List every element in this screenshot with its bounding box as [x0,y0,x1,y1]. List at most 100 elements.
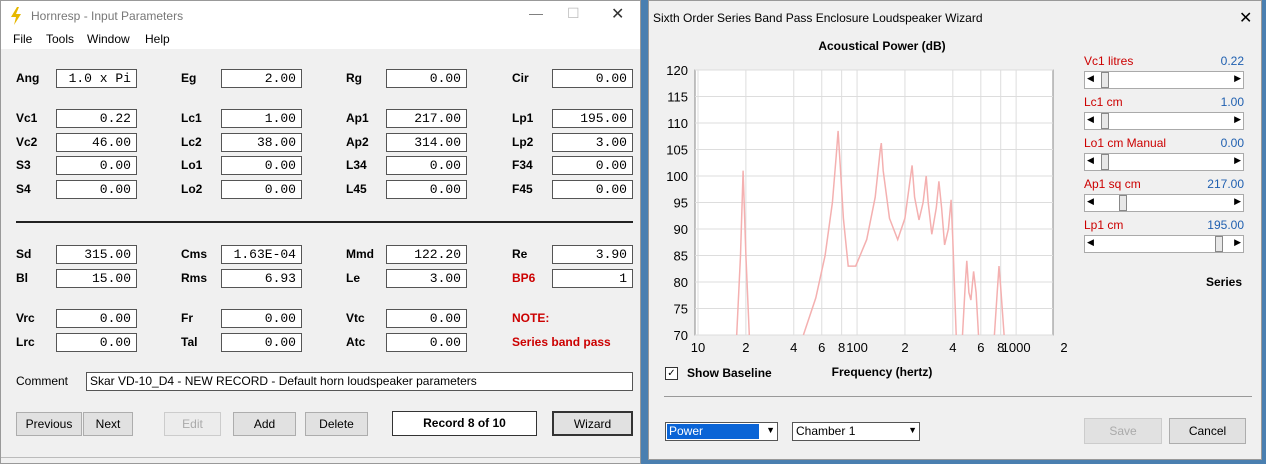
field-label: L45 [346,182,367,196]
field-input[interactable]: 217.00 [386,109,467,128]
field-input[interactable]: 0.00 [552,69,633,88]
window-title: Sixth Order Series Band Pass Enclosure L… [653,11,983,25]
field-input[interactable]: 0.00 [56,333,137,352]
field-input[interactable]: 0.00 [552,156,633,175]
field-label: Tal [181,335,198,349]
slider[interactable]: ◀ ▶ [1084,153,1244,171]
field-input[interactable]: 314.00 [386,133,467,152]
checkbox[interactable]: ✓ [665,367,678,380]
y-tick-label: 115 [667,90,688,105]
field-input[interactable]: 3.90 [552,245,633,264]
slider-thumb[interactable] [1119,195,1127,211]
field-input[interactable]: 46.00 [56,133,137,152]
field-input[interactable]: 0.00 [56,309,137,328]
field-input[interactable]: 0.22 [56,109,137,128]
field-label: F34 [512,158,533,172]
checkbox-label[interactable]: Show Baseline [687,366,772,380]
field-input[interactable]: 1 [552,269,633,288]
field-input[interactable]: 1.63E-04 [221,245,302,264]
slider-thumb[interactable] [1101,154,1109,170]
field-input[interactable]: 195.00 [552,109,633,128]
button[interactable]: Cancel [1169,418,1246,444]
field-input[interactable]: 315.00 [56,245,137,264]
field-input[interactable]: 0.00 [221,180,302,199]
dropdown-text: Chamber 1 [796,424,856,438]
y-tick-label: 70 [674,328,688,343]
slider-label: Lc1 cm [1084,95,1123,109]
field-label: Bl [16,271,28,285]
slider-arrow[interactable]: ▶ [1234,155,1241,165]
field-input[interactable]: 0.00 [221,156,302,175]
field-label: Eg [181,71,197,85]
slider-arrow[interactable]: ◀ [1087,73,1094,83]
slider-value: 1.00 [1220,95,1244,109]
comment-input[interactable]: Skar VD-10_D4 - NEW RECORD - Default hor… [86,372,633,391]
slider-arrow[interactable]: ◀ [1087,114,1094,124]
field-input[interactable]: 2.00 [221,69,302,88]
field-input[interactable]: 0.00 [386,309,467,328]
slider-thumb[interactable] [1101,113,1109,129]
field-label: Le [346,271,361,285]
menu-item[interactable]: Tools [46,32,75,46]
slider[interactable]: ◀ ▶ [1084,194,1244,212]
slider-value: 217.00 [1207,177,1244,191]
divider [16,221,633,223]
field-input[interactable]: 0.00 [221,333,302,352]
menu-item[interactable]: File [13,32,33,46]
button[interactable]: Delete [305,412,368,436]
x-tick-label: 4 [949,340,956,355]
y-tick-label: 105 [666,143,688,158]
field-input[interactable]: 3.00 [386,269,467,288]
field-input[interactable]: 0.00 [221,309,302,328]
slider-thumb[interactable] [1101,72,1109,88]
button[interactable]: Add [233,412,296,436]
field-label: Cir [512,71,529,85]
slider-arrow[interactable]: ▶ [1234,73,1241,83]
field-input[interactable]: 122.20 [386,245,467,264]
slider-thumb[interactable] [1215,236,1223,252]
menu-item[interactable]: Help [145,32,170,46]
slider-arrow[interactable]: ▶ [1234,237,1241,247]
close[interactable]: ✕ [611,6,625,23]
slider-arrow[interactable]: ▶ [1234,114,1241,124]
field-input[interactable]: 0.00 [552,180,633,199]
minimize[interactable]: — [529,5,543,21]
slider[interactable]: ◀ ▶ [1084,71,1244,89]
button[interactable]: Next [83,412,133,436]
dropdown[interactable]: Power ▼ [665,422,778,441]
field-input[interactable]: 15.00 [56,269,137,288]
slider-arrow[interactable]: ◀ [1087,196,1094,206]
field-label: F45 [512,182,533,196]
field-input[interactable]: 6.93 [221,269,302,288]
x-tick-label: 2 [742,340,749,355]
field-input[interactable]: 0.00 [386,69,467,88]
slider-arrow[interactable]: ◀ [1087,237,1094,247]
field-input[interactable]: 1.00 [221,109,302,128]
field-input[interactable]: 0.00 [56,156,137,175]
dropdown-arrow[interactable]: ▼ [766,425,775,435]
maximize[interactable]: ☐ [567,5,580,21]
field-input[interactable]: 38.00 [221,133,302,152]
dropdown-arrow[interactable]: ▼ [908,425,917,435]
field-input[interactable]: 0.00 [386,333,467,352]
slider-arrow[interactable]: ◀ [1087,155,1094,165]
slider[interactable]: ◀ ▶ [1084,112,1244,130]
field-label: S3 [16,158,31,172]
field-input[interactable]: 0.00 [56,180,137,199]
slider-value: 195.00 [1207,218,1244,232]
field-input[interactable]: 0.00 [386,180,467,199]
x-tick-label: 6 [818,340,825,355]
x-tick-label: 4 [790,340,797,355]
y-tick-label: 75 [674,302,688,317]
field-input[interactable]: 0.00 [386,156,467,175]
slider[interactable]: ◀ ▶ [1084,235,1244,253]
dropdown[interactable]: Chamber 1 ▼ [792,422,920,441]
wizard-button[interactable]: Wizard [552,411,633,436]
slider-arrow[interactable]: ▶ [1234,196,1241,206]
menu-item[interactable]: Window [87,32,130,46]
field-input[interactable]: 1.0 x Pi [56,69,137,88]
close[interactable]: ✕ [1239,10,1253,27]
field-input[interactable]: 3.00 [552,133,633,152]
button[interactable]: Previous [16,412,82,436]
